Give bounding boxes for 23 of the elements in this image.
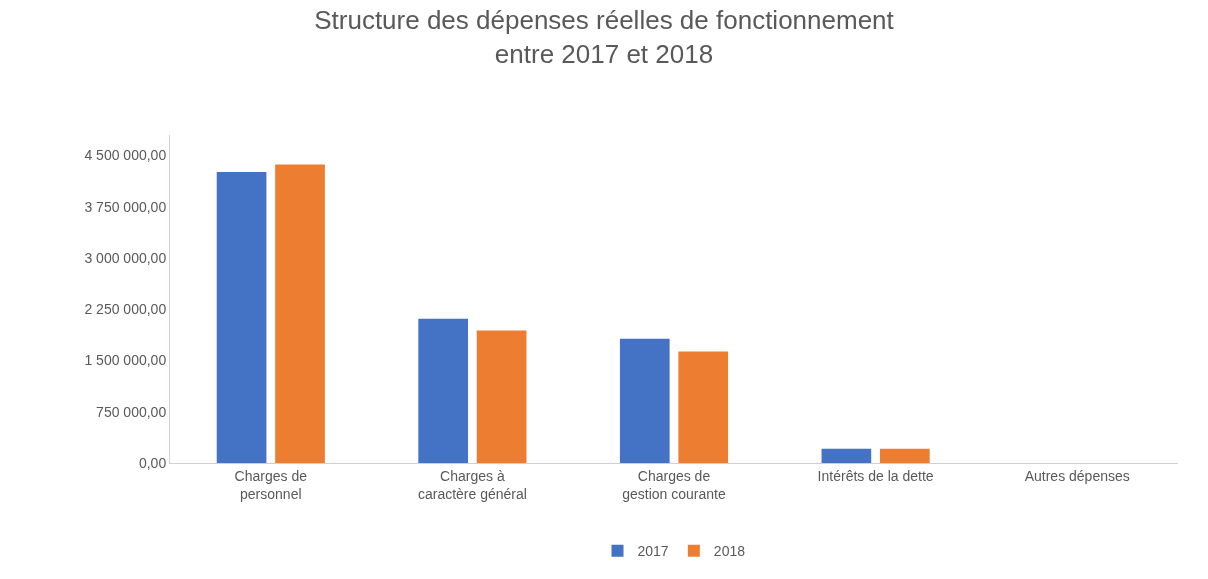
x-tick-label: Charges de gestion courante: [622, 467, 726, 502]
y-tick-label: 750 000,00: [96, 403, 167, 420]
bar: [619, 338, 670, 463]
chart-title: Structure des dépenses réelles de fonctionnement entre 2017 et 2018: [314, 4, 895, 69]
y-tick-label: 1 500 000,00: [84, 352, 167, 369]
legend-label: 2017: [637, 543, 669, 560]
x-tick-label: Autres dépenses: [1024, 467, 1130, 484]
x-tick-label: Charges de personnel: [234, 467, 308, 502]
x-tick-label: Charges à caractère général: [417, 467, 527, 502]
y-tick-label: 4 500 000,00: [84, 147, 167, 164]
legend-label: 2018: [713, 543, 746, 560]
y-tick-label: 2 250 000,00: [84, 301, 167, 318]
bar: [216, 171, 267, 463]
bar: [476, 330, 527, 463]
bar: [418, 318, 469, 463]
bar: [821, 448, 872, 463]
y-tick-label: 0,00: [138, 454, 167, 471]
y-tick-label: 3 750 000,00: [84, 198, 167, 215]
x-tick-label: Intérêts de la dette: [817, 467, 934, 484]
bar: [275, 164, 325, 463]
bar: [678, 351, 729, 463]
y-tick-label: 3 000 000,00: [84, 249, 167, 266]
bar: [879, 448, 930, 463]
